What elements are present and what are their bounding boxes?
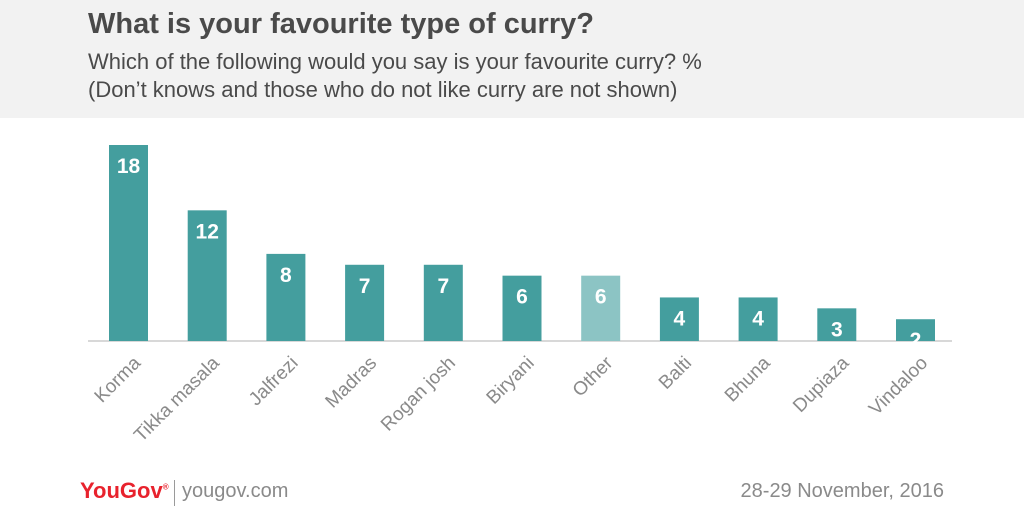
data-label-other: 6 [595,286,607,309]
bar-korma [109,145,148,341]
category-label-jalfrezi: Jalfrezi [245,353,302,410]
category-label-tikka-masala: Tikka masala [130,352,224,446]
subtitle-line-1: Which of the following would you say is … [88,49,702,74]
category-label-biryani: Biryani [483,353,539,409]
data-label-biryani: 6 [516,286,528,309]
chart-title: What is your favourite type of curry? [88,8,594,40]
bar-biryani [502,275,542,341]
chart-subtitle: Which of the following would you say is … [88,48,702,104]
category-label-dupiaza: Dupiaza [789,352,853,416]
data-label-jalfrezi: 8 [280,264,292,287]
category-label-korma: Korma [91,352,146,407]
bar-other [581,275,621,341]
bar-bhuna [738,297,778,341]
data-label-madras: 7 [359,275,371,298]
data-label-dupiaza: 3 [831,318,843,341]
footer-website: yougov.com [182,480,289,502]
category-label-rogan-josh: Rogan josh [377,353,460,436]
subtitle-line-2: (Don’t knows and those who do not like c… [88,77,678,102]
category-label-balti: Balti [655,353,696,394]
bar-rogan-josh [423,264,463,341]
logo-text: YouGov [80,478,163,503]
data-label-balti: 4 [674,307,686,330]
data-label-tikka-masala: 12 [196,220,219,243]
bar-balti [659,297,699,341]
bar-dupiaza [817,308,857,341]
bar-vindaloo [896,319,935,341]
bar-madras [345,264,385,341]
data-label-bhuna: 4 [752,307,764,330]
bar-chart: 18 Korma 12 Tikka masala 8 Jalfrezi 7 Madras 7 Ro… [88,145,952,446]
data-label-rogan-josh: 7 [437,275,449,298]
bar-jalfrezi [266,253,306,341]
logo-registered-mark: ® [162,482,169,492]
category-label-madras: Madras [322,353,382,413]
chart-header: What is your favourite type of curry? Wh… [0,0,1024,118]
footer-date: 28-29 November, 2016 [740,480,944,502]
bar-tikka-masala [187,210,227,341]
category-label-other: Other [569,352,618,401]
footer-divider [174,480,175,506]
data-label-korma: 18 [117,155,141,178]
data-label-vindaloo: 2 [910,329,922,352]
category-label-vindaloo: Vindaloo [865,353,932,420]
category-label-bhuna: Bhuna [721,352,775,406]
yougov-logo: YouGov® [80,478,169,504]
